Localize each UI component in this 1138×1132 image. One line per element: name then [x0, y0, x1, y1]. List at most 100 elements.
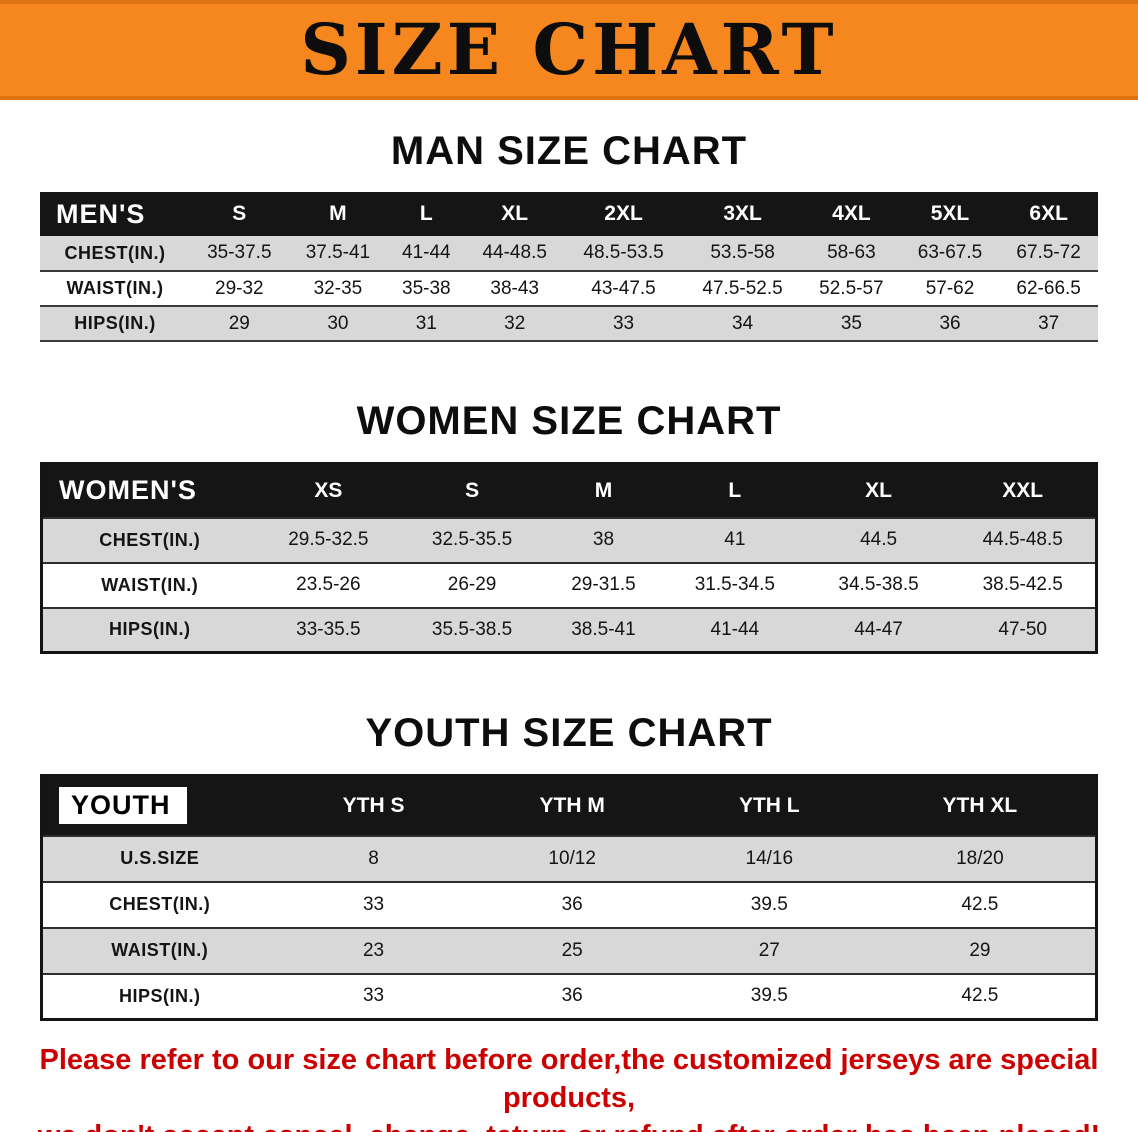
size-value: 47.5-52.5: [702, 277, 783, 299]
size-column-header: M: [288, 192, 388, 236]
size-value: 67.5-72: [1016, 242, 1081, 263]
size-column-header: XL: [465, 192, 564, 236]
size-value: 18/20: [956, 847, 1004, 869]
size-value: 48.5-53.5: [583, 242, 664, 263]
size-value: 25: [561, 939, 583, 961]
table-row: U.S.SIZE 8 10/12 14/16 18/20: [41, 835, 1097, 882]
men-table-body: CHEST(IN.) 35-37.5 37.5-41 41-44 44-48.5 48.5…: [40, 236, 1098, 341]
size-value: 42.5: [961, 893, 999, 915]
men-size-table: MEN'S S M L XL 2XL 3XL 4XL 5XL 6XL CHEST(IN.) 35-3…: [40, 192, 1098, 342]
size-column-header: S: [190, 192, 289, 236]
table-row: CHEST(IN.) 29.5-32.5 32.5-35.5 38 41 44.5 44.5…: [41, 517, 1097, 563]
size-value: 58-63: [827, 242, 876, 263]
size-column-header: L: [662, 463, 807, 518]
youth-section-heading: YOUTH SIZE CHART: [365, 711, 773, 755]
table-row: CHEST(IN.) 35-37.5 37.5-41 41-44 44-48.5 48.5…: [40, 236, 1098, 271]
size-value: 10/12: [548, 847, 596, 869]
size-column-header: S: [400, 463, 544, 518]
table-row: HIPS(IN.) 29 30 31 32 33 34 35 36 37: [40, 306, 1098, 341]
table-title: YOUTH: [41, 775, 277, 836]
size-column-header: XL: [806, 463, 951, 518]
notice-line-1: Please refer to our size chart before or…: [39, 1044, 1099, 1114]
size-column-header: L: [387, 192, 466, 236]
size-value: 41-44: [402, 242, 451, 263]
size-value: 8: [368, 847, 379, 869]
row-label: HIPS(IN.): [74, 313, 156, 333]
size-value: 30: [327, 312, 349, 334]
row-label: WAIST(IN.): [66, 278, 164, 298]
row-label: WAIST(IN.): [101, 574, 199, 595]
women-table-body: CHEST(IN.) 29.5-32.5 32.5-35.5 38 41 44.5 44.5…: [41, 517, 1097, 653]
men-section-heading: MAN SIZE CHART: [390, 129, 748, 173]
size-column-header: XS: [256, 463, 401, 518]
size-value: 33-35.5: [296, 618, 361, 640]
size-value: 44-48.5: [482, 242, 547, 263]
size-value: 39.5: [750, 985, 788, 1007]
size-value: 62-66.5: [1016, 277, 1081, 299]
table-title-label: YOUTH: [59, 787, 187, 825]
size-value: 41-44: [710, 618, 760, 640]
size-value: 32.5-35.5: [431, 529, 513, 550]
youth-section: YOUTH SIZE CHART YOUTH YTH S YTH M YTH L YTH…: [0, 708, 1138, 1021]
women-header-row: WOMEN'S XS S M L XL XXL: [41, 463, 1097, 518]
size-value: 31.5-34.5: [694, 574, 775, 595]
size-value: 36: [939, 312, 961, 334]
size-value: 35-38: [402, 277, 451, 299]
size-column-header: XXL: [950, 463, 1097, 518]
size-value: 44.5-48.5: [982, 529, 1063, 550]
table-title-label: MEN'S: [56, 198, 146, 229]
size-value: 41: [724, 529, 746, 550]
table-row: WAIST(IN.) 23.5-26 26-29 29-31.5 31.5-34.5 34…: [41, 562, 1097, 608]
table-title: WOMEN'S: [41, 463, 257, 518]
table-title-label: WOMEN'S: [59, 475, 197, 506]
youth-table-body: U.S.SIZE 8 10/12 14/16 18/20 CHEST(IN.) 33 36 39…: [41, 835, 1097, 1020]
row-label: CHEST(IN.): [64, 242, 166, 263]
size-value: 14/16: [745, 847, 794, 869]
table-row: HIPS(IN.) 33 36 39.5 42.5: [41, 973, 1097, 1020]
size-value: 47-50: [998, 618, 1048, 640]
size-value: 31: [415, 312, 437, 334]
men-header-row: MEN'S S M L XL 2XL 3XL 4XL 5XL 6XL: [40, 192, 1098, 236]
size-column-header: M: [543, 463, 663, 518]
size-column-header: YTH S: [276, 775, 471, 836]
size-value: 34: [732, 312, 754, 334]
size-column-header: YTH L: [673, 775, 865, 836]
table-title: MEN'S: [40, 192, 190, 236]
size-value: 33: [612, 312, 635, 334]
size-value: 43-47.5: [591, 277, 656, 299]
size-column-header: YTH M: [470, 775, 674, 836]
row-label: HIPS(IN.): [108, 619, 191, 640]
size-value: 57-62: [925, 277, 975, 299]
banner: SIZE CHART: [0, 0, 1138, 100]
women-section: WOMEN SIZE CHART WOMEN'S XS S M L XL XXL CHEST…: [0, 396, 1138, 654]
size-value: 29-32: [215, 277, 264, 299]
size-value: 29: [228, 312, 250, 334]
size-value: 33: [362, 985, 385, 1007]
size-value: 29-31.5: [571, 574, 636, 595]
size-value: 39.5: [750, 893, 788, 915]
size-value: 32: [504, 312, 526, 334]
size-column-header: 3XL: [683, 192, 803, 236]
size-value: 38.5-41: [571, 618, 636, 640]
size-value: 35-37.5: [207, 242, 272, 263]
table-row: CHEST(IN.) 33 36 39.5 42.5: [41, 881, 1097, 928]
size-value: 29: [969, 939, 991, 961]
men-section: MAN SIZE CHART MEN'S S M L XL 2XL 3XL 4XL 5XL 6XL…: [0, 126, 1138, 342]
size-column-header: 4XL: [802, 192, 901, 236]
page-title: SIZE CHART: [300, 8, 838, 91]
size-value: 23: [362, 939, 385, 961]
size-value: 35.5-38.5: [431, 618, 513, 640]
women-size-table: WOMEN'S XS S M L XL XXL CHEST(IN.) 29.5-32.5 32.…: [40, 462, 1098, 654]
size-column-header: 2XL: [564, 192, 684, 236]
youth-size-table: YOUTH YTH S YTH M YTH L YTH XL U.S.SIZE 8 10/1…: [40, 774, 1098, 1021]
women-section-heading: WOMEN SIZE CHART: [356, 399, 782, 443]
youth-header-row: YOUTH YTH S YTH M YTH L YTH XL: [41, 775, 1097, 836]
table-row: WAIST(IN.) 23 25 27 29: [41, 927, 1097, 974]
row-label: CHEST(IN.): [99, 529, 201, 550]
size-value: 37: [1038, 312, 1060, 334]
row-label: CHEST(IN.): [109, 894, 211, 914]
size-value: 26-29: [447, 574, 497, 595]
size-value: 29.5-32.5: [288, 529, 369, 550]
size-column-header: YTH XL: [864, 775, 1097, 836]
